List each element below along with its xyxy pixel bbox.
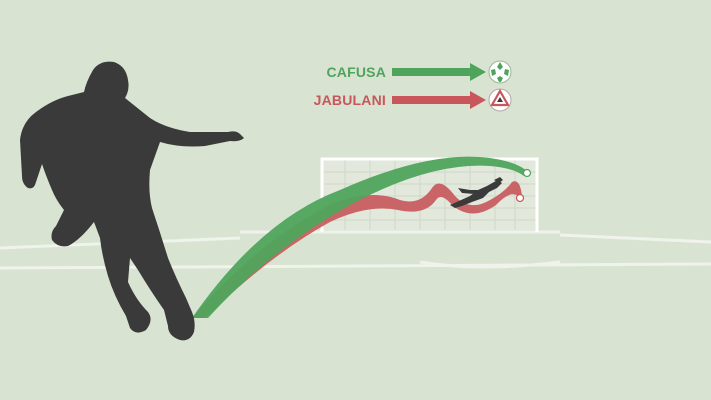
soccer-ball-red-icon bbox=[488, 88, 512, 112]
jabulani-trajectory bbox=[192, 181, 522, 318]
legend-label-cafusa: CAFUSA bbox=[326, 64, 386, 80]
cafusa-trajectory bbox=[192, 156, 528, 318]
striker-silhouette bbox=[20, 61, 244, 341]
legend-row-jabulani: JABULANI bbox=[296, 88, 512, 112]
jabulani-ball-end-icon bbox=[515, 193, 525, 203]
goalkeeper-silhouette bbox=[450, 177, 503, 208]
goal-frame bbox=[320, 157, 539, 232]
legend-row-cafusa: CAFUSA bbox=[296, 60, 512, 84]
cafusa-ball-end-icon bbox=[522, 168, 532, 178]
jabulani-arrow-icon bbox=[392, 91, 486, 109]
soccer-ball-green-icon bbox=[488, 60, 512, 84]
cafusa-arrow-icon bbox=[392, 63, 486, 81]
legend-label-jabulani: JABULANI bbox=[313, 92, 386, 108]
